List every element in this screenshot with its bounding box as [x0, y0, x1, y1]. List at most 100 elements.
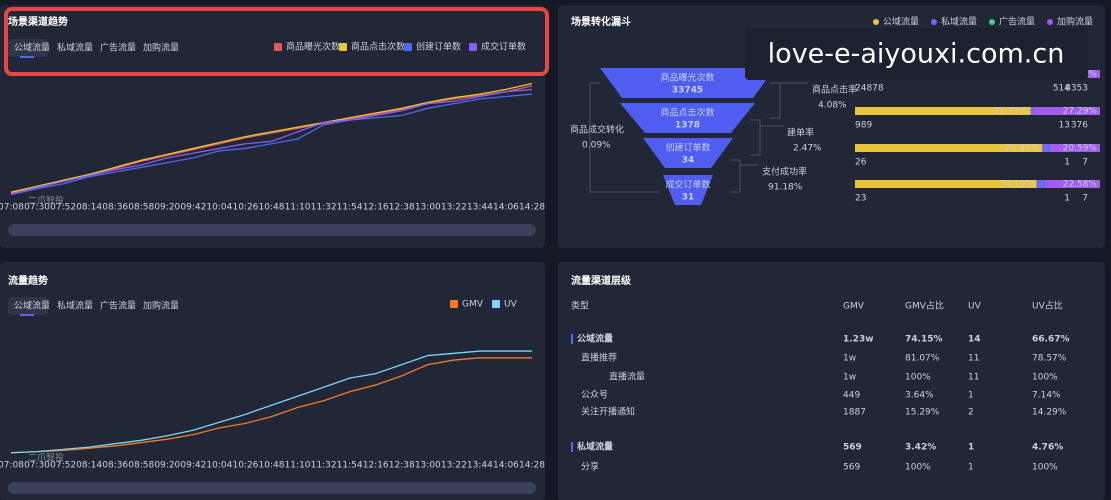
- legend-label: UV: [504, 300, 518, 310]
- x-tick-label: 13:00: [415, 203, 441, 213]
- tab[interactable]: 私域流量: [57, 300, 93, 312]
- x-tick-label: 07:52: [50, 461, 76, 471]
- rate-label: 建单率: [787, 127, 814, 139]
- tab-bg: [8, 39, 48, 57]
- x-tick-label: 07:30: [24, 461, 50, 471]
- bar-value: 1: [1064, 194, 1070, 204]
- funnel-stage: [600, 68, 775, 98]
- bar-value: 514: [1053, 84, 1070, 94]
- x-tick-label: 08:58: [128, 203, 154, 213]
- table-cell: 1887: [843, 408, 866, 418]
- line: [10, 82, 533, 193]
- tab[interactable]: 加购流量: [143, 42, 179, 54]
- table-cell: 3.42%: [905, 443, 936, 453]
- table-header: GMV: [843, 302, 865, 312]
- x-tick-label: 12:38: [389, 461, 415, 471]
- line: [10, 88, 533, 196]
- table-cell: 1w: [843, 354, 856, 364]
- x-tick-label: 10:26: [232, 461, 258, 471]
- table-cell: 1.23w: [843, 335, 874, 345]
- x-tick-label: 09:42: [180, 203, 206, 213]
- funnel-value: 34: [682, 156, 695, 166]
- funnel-stage: [620, 103, 755, 133]
- x-tick-label: 10:48: [259, 203, 285, 213]
- logo: 二爪智投: [28, 452, 64, 464]
- x-tick-label: 13:44: [467, 203, 493, 213]
- line: [10, 357, 532, 454]
- bar-segment: [1049, 144, 1100, 152]
- table-cell: 569: [843, 443, 862, 453]
- x-tick-label: 14:06: [493, 203, 519, 213]
- table-cell: 66.67%: [1032, 335, 1070, 345]
- table-cell: 3.64%: [905, 391, 934, 401]
- legend-dot: [931, 19, 937, 25]
- x-tick-label: 10:04: [206, 461, 232, 471]
- tab[interactable]: 加购流量: [143, 300, 179, 312]
- table-cell: 1: [968, 443, 974, 453]
- legend-label: 加购流量: [1057, 16, 1093, 28]
- panel-title: 流量趋势: [8, 274, 48, 287]
- bar-share: 20.59%: [1063, 144, 1098, 154]
- x-tick-label: 08:36: [102, 203, 128, 213]
- funnel-label: 商品点击次数: [660, 107, 714, 119]
- line: [10, 93, 533, 196]
- rate-label: 商品成交转化: [570, 124, 624, 136]
- bar-share: 74.19%: [999, 180, 1034, 190]
- bar-value: 8353: [1065, 84, 1088, 94]
- x-tick-label: 07:52: [50, 203, 76, 213]
- x-tick-label: 12:16: [363, 203, 389, 213]
- x-tick-label: 09:20: [154, 203, 180, 213]
- tab[interactable]: 广告流量: [100, 42, 136, 54]
- x-tick-label: 12:38: [389, 203, 415, 213]
- x-tick-label: 08:14: [76, 461, 102, 471]
- table-cell: 1: [968, 391, 974, 401]
- table-cell: 74.15%: [905, 335, 943, 345]
- table-cell: 11: [968, 354, 979, 364]
- tab[interactable]: 私域流量: [57, 42, 93, 54]
- panel: [0, 5, 545, 248]
- x-tick-label: 08:36: [102, 461, 128, 471]
- rate-value: 4.08%: [818, 101, 847, 111]
- x-tick-label: 11:10: [285, 461, 311, 471]
- table-cell: 100%: [905, 463, 931, 473]
- legend-swatch: [469, 43, 477, 51]
- row-marker: [571, 442, 573, 452]
- x-tick-label: 14:28: [519, 461, 545, 471]
- table-cell: 100%: [1032, 373, 1058, 383]
- x-tick-label: 07:08: [0, 203, 24, 213]
- tab[interactable]: 公域流量: [14, 42, 50, 54]
- scrollbar[interactable]: [8, 224, 536, 236]
- table-cell: 81.07%: [905, 354, 940, 364]
- x-tick-label: 10:04: [206, 203, 232, 213]
- table-cell: 78.57%: [1032, 354, 1067, 364]
- x-tick-label: 08:58: [128, 461, 154, 471]
- table-cell: 直播推荐: [581, 352, 617, 364]
- legend-label: 成交订单数: [481, 41, 526, 53]
- logo: 二爪智投: [28, 195, 64, 207]
- legend-label: 私域流量: [941, 16, 977, 28]
- x-tick-label: 08:14: [76, 203, 102, 213]
- table-header: 类型: [571, 300, 589, 312]
- table-cell: 100%: [1032, 463, 1058, 473]
- rate-label: 支付成功率: [762, 166, 807, 178]
- table-header: GMV占比: [905, 300, 944, 312]
- legend-dot: [1047, 19, 1053, 25]
- bar-segment: [1030, 107, 1034, 115]
- tab[interactable]: 广告流量: [100, 300, 136, 312]
- bar-value: 1: [1064, 158, 1070, 168]
- bracket: [730, 159, 758, 193]
- table-cell: 14.29%: [1032, 408, 1067, 418]
- bar-segment: [1033, 107, 1100, 115]
- bar-value: 23: [855, 194, 866, 204]
- bar-share: 27.29%: [1063, 107, 1098, 117]
- table-cell: 7.14%: [1032, 391, 1061, 401]
- bar-segment: [855, 180, 1037, 188]
- bar-share: 76.47%: [1005, 144, 1040, 154]
- table-cell: 14: [968, 335, 981, 345]
- x-tick-label: 13:22: [441, 203, 467, 213]
- tab[interactable]: 公域流量: [14, 300, 50, 312]
- scrollbar[interactable]: [8, 482, 536, 494]
- table-cell: 公域流量: [577, 333, 613, 345]
- table-cell: 15.29%: [905, 408, 940, 418]
